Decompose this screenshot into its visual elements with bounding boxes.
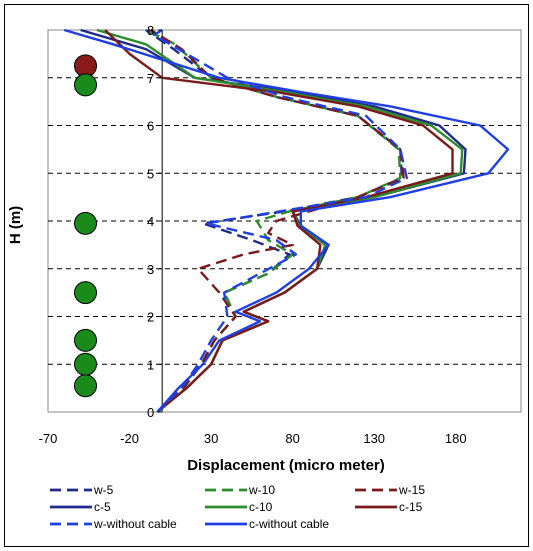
x-tick-label: -20: [120, 431, 139, 446]
x-tick-label: 80: [285, 431, 299, 446]
y-tick-label: 7: [147, 71, 154, 86]
y-tick-label: 0: [147, 405, 154, 420]
grid: [48, 77, 521, 365]
x-tick-label: -70: [39, 431, 58, 446]
x-axis-title: Displacement (micro meter): [187, 457, 385, 474]
y-tick-label: 6: [147, 119, 154, 134]
legend-label: c-10: [249, 500, 273, 514]
y-tick-label: 3: [147, 262, 154, 277]
legend: w-5 w-10 w-15 c-5 c-10 c-15 w-without cable c-w…: [50, 483, 425, 531]
legend-label: w-without cable: [93, 517, 177, 531]
legend-label: c-15: [399, 500, 423, 514]
marker-layer: [74, 54, 98, 398]
legend-label: w-5: [93, 483, 114, 497]
x-tick-label: 30: [204, 431, 218, 446]
legend-label: w-15: [398, 483, 425, 497]
series-line-w-15: [150, 28, 405, 413]
series-line-c-without-cable: [63, 28, 510, 413]
y-tick-label: 5: [147, 166, 154, 181]
y-axis-title: H (m): [7, 206, 24, 244]
y-tick-label: 2: [147, 310, 154, 325]
sensor-marker: [74, 328, 98, 352]
x-tick-label: 130: [363, 431, 385, 446]
y-tick-label: 1: [147, 357, 154, 372]
legend-label: w-10: [248, 483, 275, 497]
sensor-marker: [74, 352, 98, 376]
series-layer: [63, 28, 510, 413]
x-tick-label: 180: [445, 431, 467, 446]
tick-layer: 0 1 2 3 4 5 6 7 8 -70 -20 30 80 130 180: [39, 23, 467, 446]
sensor-marker: [74, 73, 98, 97]
y-tick-label: 8: [147, 23, 154, 38]
series-line-c-15: [104, 29, 454, 413]
sensor-marker: [74, 281, 98, 305]
sensor-marker: [74, 211, 98, 235]
legend-label: c-without cable: [249, 517, 329, 531]
sensor-marker: [74, 374, 98, 398]
chart-frame: [4, 4, 529, 547]
y-tick-label: 4: [147, 214, 154, 229]
legend-label: c-5: [94, 500, 111, 514]
